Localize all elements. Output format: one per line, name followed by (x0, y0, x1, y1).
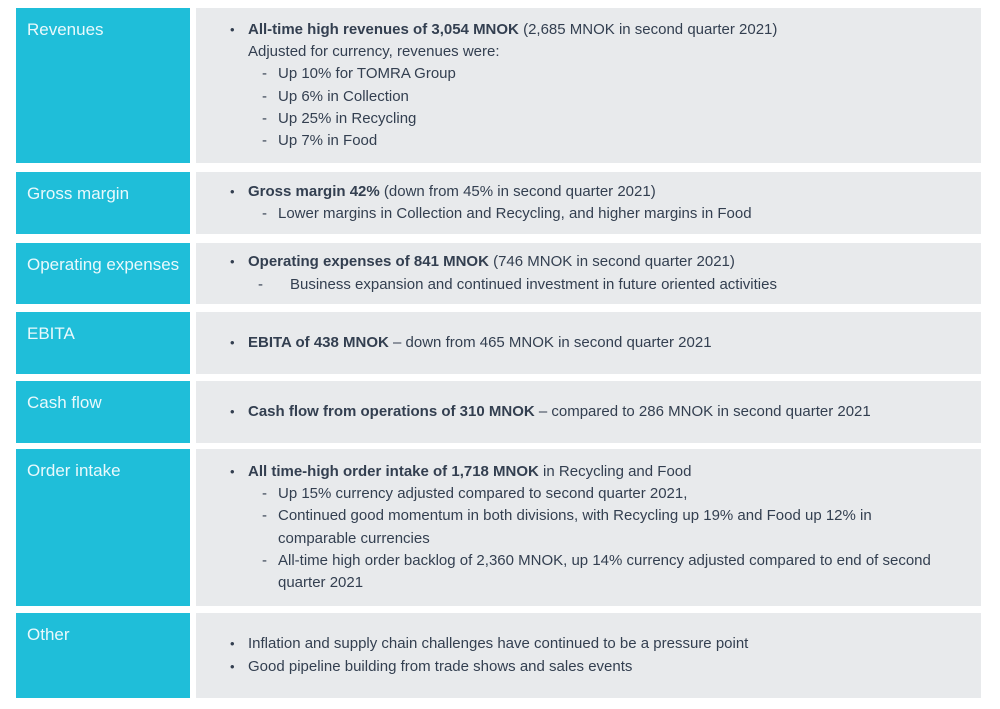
dash-marker: - (262, 109, 267, 127)
dash-marker: - (262, 87, 267, 105)
bullet-text: Operating expenses of 841 MNOK (746 MNOK… (248, 251, 947, 273)
row-label-gross-margin: Gross margin (16, 172, 190, 234)
sub-bullet-text: Lower margins in Collection and Recyclin… (278, 205, 752, 222)
bullet-line: • Inflation and supply chain challenges … (196, 633, 947, 655)
dash-marker: - (262, 551, 267, 569)
row-label-text: EBITA (27, 324, 75, 343)
row-label-ebita: EBITA (16, 312, 190, 374)
row-revenues: Revenues • All-time high revenues of 3,0… (16, 8, 981, 163)
bullet-text-rest: (746 MNOK in second quarter 2021) (488, 253, 735, 271)
bullet-line: • Cash flow from operations of 310 MNOK … (196, 401, 947, 423)
bullet-text-rest: – compared to 286 MNOK in second quarter… (534, 402, 871, 420)
bullet-line: • All time-high order intake of 1,718 MN… (196, 461, 947, 483)
dash-marker: - (258, 275, 263, 293)
row-label-text: Gross margin (27, 184, 130, 203)
bullet-text-rest: (down from 45% in second quarter 2021) (379, 182, 656, 200)
row-operating-expenses: Operating expenses • Operating expenses … (16, 243, 981, 304)
sub-bullet-line: - All-time high order backlog of 2,360 M… (196, 550, 947, 594)
row-label-operating-expenses: Operating expenses (16, 243, 190, 304)
row-label-order-intake: Order intake (16, 449, 190, 606)
continuation-line: Adjusted for currency, revenues were: (196, 41, 947, 63)
sub-bullet-text: Up 6% in Collection (278, 87, 409, 105)
row-content-cash-flow: • Cash flow from operations of 310 MNOK … (196, 381, 981, 443)
bullet-text: EBITA of 438 MNOK – down from 465 MNOK i… (248, 332, 947, 354)
row-content-other: • Inflation and supply chain challenges … (196, 613, 981, 698)
sub-bullet-line: - Up 25% in Recycling (196, 108, 947, 130)
row-ebita: EBITA • EBITA of 438 MNOK – down from 46… (16, 312, 981, 374)
bullet-text-bold: Operating expenses of 841 MNOK (248, 253, 489, 271)
bullet-marker: • (230, 403, 235, 419)
sub-bullet-text: Business expansion and continued investm… (290, 275, 777, 293)
bullet-text: Cash flow from operations of 310 MNOK – … (248, 401, 947, 423)
bullet-line: • EBITA of 438 MNOK – down from 465 MNOK… (196, 332, 947, 354)
bullet-text-rest: – down from 465 MNOK in second quarter 2… (388, 333, 712, 351)
row-gross-margin: Gross margin • Gross margin 42% (down fr… (16, 172, 981, 234)
bullet-text-rest: (2,685 MNOK in second quarter 2021) (518, 20, 778, 38)
continuation-text: Adjusted for currency, revenues were: (248, 43, 500, 61)
bullet-text: All-time high revenues of 3,054 MNOK (2,… (248, 19, 947, 41)
row-label-other: Other (16, 613, 190, 698)
row-content-gross-margin: • Gross margin 42% (down from 45% in sec… (196, 172, 981, 234)
row-label-text: Operating expenses (27, 255, 180, 274)
bullet-text-bold: Cash flow from operations of 310 MNOK (248, 402, 535, 420)
dash-marker: - (262, 65, 267, 83)
dash-marker: - (262, 485, 267, 503)
sub-bullet-line: - Business expansion and continued inves… (196, 274, 947, 296)
bullet-marker: • (230, 183, 235, 199)
sub-bullet-text: All-time high order backlog of 2,360 MNO… (278, 551, 931, 591)
row-order-intake: Order intake • All time-high order intak… (16, 449, 981, 606)
row-content-ebita: • EBITA of 438 MNOK – down from 465 MNOK… (196, 312, 981, 374)
bullet-text-rest: in Recycling and Food (538, 462, 692, 480)
bullet-text-bold: All-time high revenues of 3,054 MNOK (248, 20, 519, 38)
row-cash-flow: Cash flow • Cash flow from operations of… (16, 381, 981, 443)
bullet-marker: • (230, 21, 235, 37)
bullet-line: • Good pipeline building from trade show… (196, 656, 947, 678)
row-label-text: Cash flow (27, 393, 102, 412)
bullet-marker: • (230, 254, 235, 270)
sub-bullet-text: Up 25% in Recycling (278, 109, 417, 127)
bullet-line: • Gross margin 42% (down from 45% in sec… (196, 181, 947, 203)
sub-bullet-line: - Up 6% in Collection (196, 86, 947, 108)
row-label-text: Other (27, 625, 70, 644)
bullet-line: • Operating expenses of 841 MNOK (746 MN… (196, 251, 947, 273)
sub-bullet-text: Continued good momentum in both division… (278, 507, 872, 547)
sub-bullet-line: - Continued good momentum in both divisi… (196, 505, 947, 549)
row-content-revenues: • All-time high revenues of 3,054 MNOK (… (196, 8, 981, 163)
dash-marker: - (262, 131, 267, 149)
sub-bullet-line: - Up 10% for TOMRA Group (196, 63, 947, 85)
sub-bullet-text: Up 7% in Food (278, 131, 378, 149)
row-label-revenues: Revenues (16, 8, 190, 163)
bullet-text-bold: All time-high order intake of 1,718 MNOK (248, 462, 539, 480)
bullet-text: Good pipeline building from trade shows … (248, 657, 633, 675)
bullet-text-bold: Gross margin 42% (248, 182, 380, 200)
row-label-text: Revenues (27, 20, 104, 39)
sub-bullet-line: - Lower margins in Collection and Recycl… (196, 203, 947, 225)
bullet-marker: • (230, 658, 235, 674)
bullet-text-bold: EBITA of 438 MNOK (248, 333, 389, 351)
bullet-line: • All-time high revenues of 3,054 MNOK (… (196, 19, 947, 41)
row-label-cash-flow: Cash flow (16, 381, 190, 443)
row-content-order-intake: • All time-high order intake of 1,718 MN… (196, 449, 981, 606)
sub-bullet-line: - Up 15% currency adjusted compared to s… (196, 483, 947, 505)
sub-bullet-text: Up 15% currency adjusted compared to sec… (278, 485, 688, 503)
dash-marker: - (262, 205, 267, 222)
bullet-text: All time-high order intake of 1,718 MNOK… (248, 461, 947, 483)
row-other: Other • Inflation and supply chain chall… (16, 613, 981, 698)
bullet-marker: • (230, 636, 235, 652)
bullet-marker: • (230, 334, 235, 350)
bullet-text: Gross margin 42% (down from 45% in secon… (248, 181, 947, 203)
bullet-marker: • (230, 463, 235, 479)
sub-bullet-line: - Up 7% in Food (196, 130, 947, 152)
row-content-operating-expenses: • Operating expenses of 841 MNOK (746 MN… (196, 243, 981, 304)
dash-marker: - (262, 507, 267, 525)
sub-bullet-text: Up 10% for TOMRA Group (278, 65, 456, 83)
row-label-text: Order intake (27, 461, 121, 480)
bullet-text: Inflation and supply chain challenges ha… (248, 635, 749, 653)
